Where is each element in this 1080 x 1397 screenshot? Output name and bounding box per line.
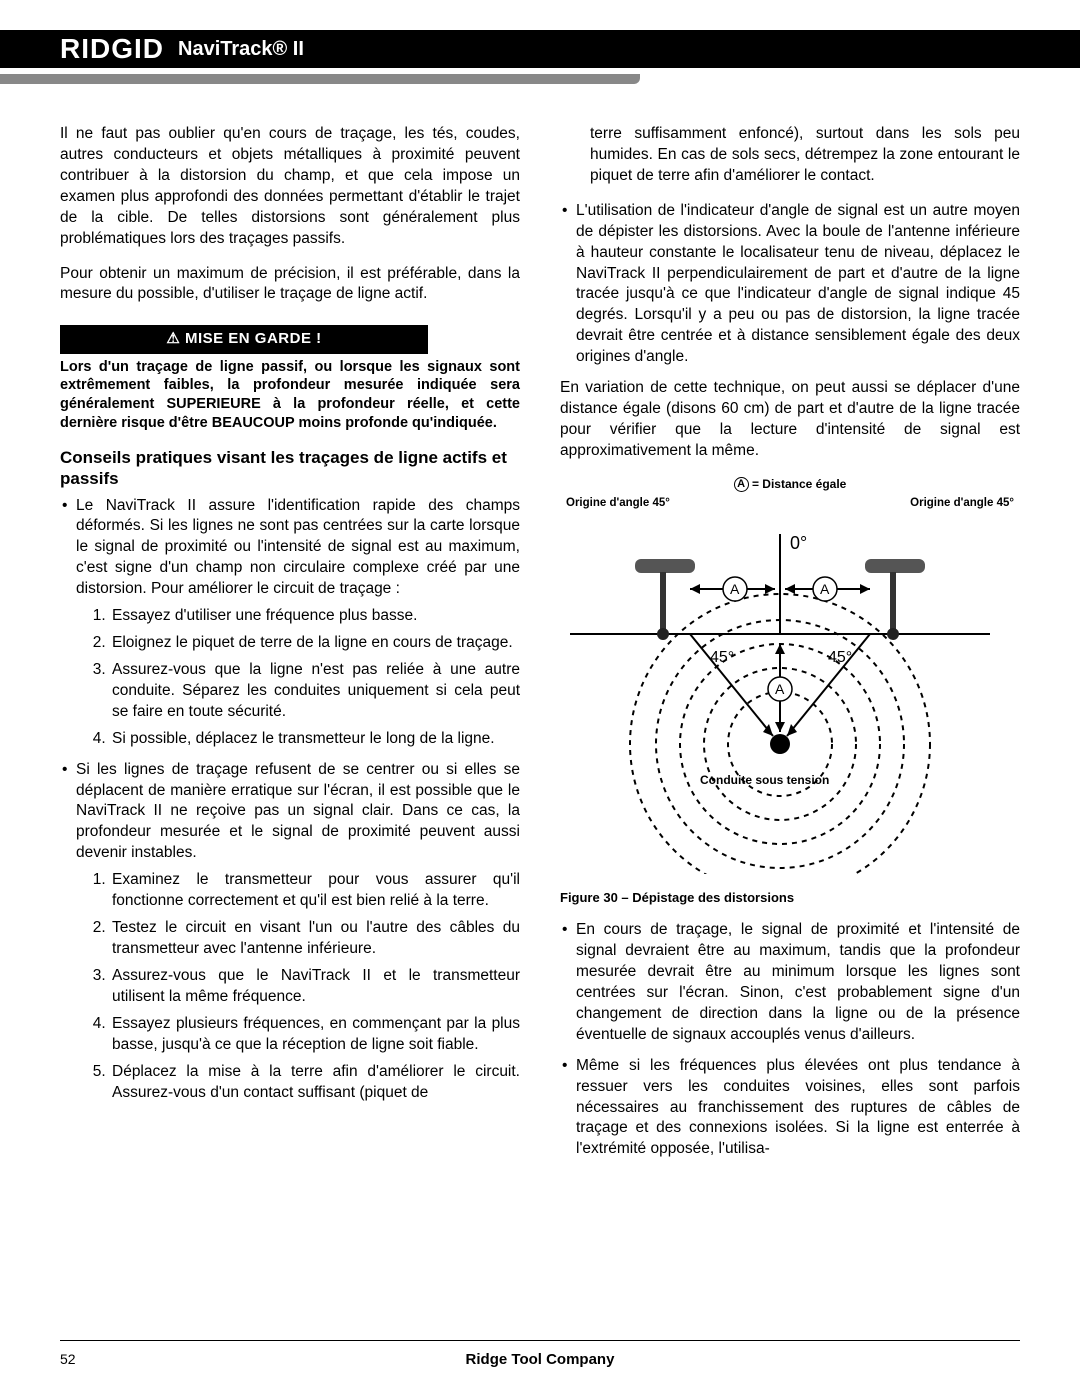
para-continuation: terre suffisamment enfoncé), surtout dan… [560,124,1020,187]
locator-right-icon [865,559,925,640]
legend-text: = Distance égale [752,477,846,491]
list-item: Examinez le transmetteur pour vous assur… [110,870,520,912]
zero-label: 0° [790,533,807,553]
svg-text:A: A [730,581,740,597]
list-item: Assurez-vous que la ligne n'est pas reli… [110,660,520,723]
list-item: Même si les fréquences plus élevées ont … [576,1056,1020,1161]
numbered-list: Essayez d'utiliser une fréquence plus ba… [76,606,520,750]
figure-30: A = Distance égale Origine d'angle 45° O… [560,476,1020,906]
conduit-label: Conduite sous tension [700,773,829,787]
legend-a-icon: A [734,477,749,492]
warning-body: Lors d'un traçage de ligne passif, ou lo… [60,358,520,433]
svg-text:A: A [775,681,785,697]
page-number: 52 [60,1351,76,1367]
header-bar: RIDGID NaviTrack® II [0,30,1080,68]
bullet-text: Le NaviTrack II assure l'identification … [76,497,520,598]
list-item: Si les lignes de traçage refusent de se … [76,760,520,1104]
product-name: NaviTrack® II [178,38,304,61]
list-item: Eloignez le piquet de terre de la ligne … [110,633,520,654]
page: RIDGID NaviTrack® II Il ne faut pas oubl… [0,0,1080,1397]
list-item: Testez le circuit en visant l'un ou l'au… [110,918,520,960]
figure-legend: A = Distance égale [560,476,1020,492]
list-item: En cours de traçage, le signal de proxim… [576,920,1020,1046]
list-item: L'utilisation de l'indicateur d'angle de… [576,201,1020,368]
numbered-list: Examinez le transmetteur pour vous assur… [76,870,520,1103]
brand-logo: RIDGID [60,33,164,65]
warning-heading: ⚠ MISE EN GARDE ! [60,325,428,353]
list-item: Si possible, déplacez le transmetteur le… [110,729,520,750]
right-column: terre suffisamment enfoncé), surtout dan… [560,124,1020,1170]
list-item: Essayez d'utiliser une fréquence plus ba… [110,606,520,627]
para: En variation de cette technique, on peut… [560,378,1020,462]
list-item: Essayez plusieurs fréquences, en commenç… [110,1014,520,1056]
list-item: Le NaviTrack II assure l'identification … [76,496,520,750]
bullet-list: En cours de traçage, le signal de proxim… [560,920,1020,1160]
bullet-text: Si les lignes de traçage refusent de se … [76,761,520,862]
page-footer: 52 Ridge Tool Company [60,1340,1020,1367]
angle-label-right: Origine d'angle 45° [910,496,1014,512]
angle-label-left: Origine d'angle 45° [566,496,670,512]
para: Il ne faut pas oublier qu'en cours de tr… [60,124,520,250]
company-name: Ridge Tool Company [466,1351,615,1368]
para: Pour obtenir un maximum de précision, il… [60,264,520,306]
svg-text:A: A [820,581,830,597]
left-column: Il ne faut pas oublier qu'en cours de tr… [60,124,520,1170]
figure-angle-labels: Origine d'angle 45° Origine d'angle 45° [566,496,1014,512]
figure-caption: Figure 30 – Dépistage des distorsions [560,889,1020,907]
section-heading: Conseils pratiques visant les traçages d… [60,447,520,490]
bullet-list: L'utilisation de l'indicateur d'angle de… [560,201,1020,368]
list-item: Assurez-vous que le NaviTrack II et le t… [110,966,520,1008]
angle45-right: 45° [828,649,852,666]
list-item: Déplacez la mise à la terre afin d'améli… [110,1062,520,1104]
angle45-left: 45° [710,649,734,666]
header-subbar [0,74,640,84]
distortion-diagram: 0° 45° 45° [560,514,1000,874]
bullet-list: Le NaviTrack II assure l'identification … [60,496,520,1104]
content-columns: Il ne faut pas oublier qu'en cours de tr… [60,124,1020,1170]
